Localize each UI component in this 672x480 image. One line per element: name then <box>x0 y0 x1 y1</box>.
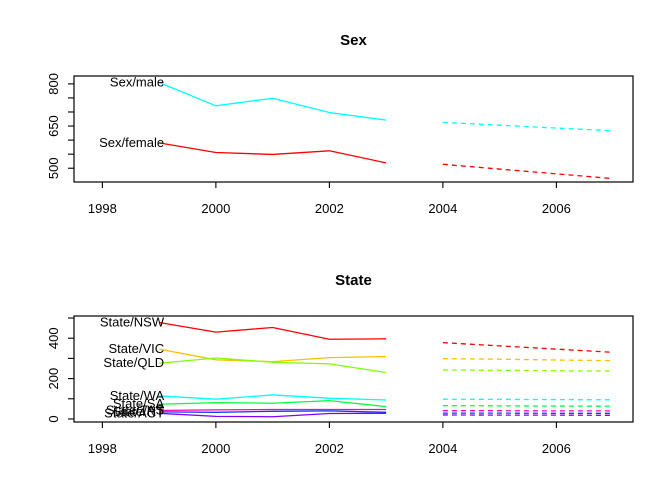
series-label-act: State/ACT <box>104 405 164 420</box>
x-axis-tick-label: 2002 <box>315 201 344 216</box>
series-history-line-female <box>159 142 387 164</box>
y-axis-tick-label: 0 <box>46 415 61 422</box>
series-label-nt: State/NT <box>113 404 164 419</box>
series-label-nsw: State/NSW <box>100 314 165 329</box>
series-history-line-act <box>159 412 387 418</box>
y-axis-tick-label: 800 <box>46 73 61 95</box>
y-axis-tick-label: 400 <box>46 327 61 349</box>
series-label-vic: State/VIC <box>108 341 164 356</box>
sex-panel: Sex 500 650 800 1998 2000 2002 2004 2006 Sex/male… <box>46 32 634 216</box>
plot-box <box>73 75 634 183</box>
chart-title: Sex <box>340 32 367 49</box>
x-axis-tick-label: 1998 <box>88 441 117 456</box>
series-history-line-nt <box>159 410 387 413</box>
x-axis-tick-label: 1998 <box>88 201 117 216</box>
series-forecast-line-male <box>442 121 614 132</box>
series-history-line-wa <box>159 394 387 401</box>
x-axis-tick-label: 2002 <box>315 441 344 456</box>
chart-title: State <box>335 272 372 289</box>
y-axis-tick-label: 200 <box>46 368 61 390</box>
series-history-line-nsw <box>159 321 387 340</box>
x-axis-tick-label: 2006 <box>542 441 571 456</box>
series-label-female: Sex/female <box>99 135 164 150</box>
series-label-qld: State/QLD <box>103 355 164 370</box>
series-forecast-line-vic <box>442 357 614 362</box>
x-axis-tick-label: 2000 <box>201 441 230 456</box>
x-axis-tick-label: 2004 <box>428 441 457 456</box>
state-chart: State 0 200 400 1998 2000 2002 2004 2006 State/NS… <box>46 272 634 456</box>
x-axis-tick-label: 2006 <box>542 201 571 216</box>
y-axis-tick-label: 500 <box>46 157 61 179</box>
series-history-line-qld <box>159 357 387 374</box>
state-panel: State 0 200 400 1998 2000 2002 2004 2006 State/NS… <box>0 240 672 480</box>
series-label-tas: State/TAS <box>106 402 165 417</box>
series-forecast-line-nsw <box>442 342 614 353</box>
series-label-male: Sex/male <box>110 74 164 89</box>
series-label-wa: State/WA <box>110 388 165 403</box>
series-history-line-male <box>158 81 387 121</box>
sex-chart: Sex 500 650 800 1998 2000 2002 2004 2006 Sex/male… <box>46 32 634 216</box>
series-label-sa: State/SA <box>113 396 165 411</box>
plot-box <box>73 315 634 423</box>
y-axis-tick-label: 650 <box>46 115 61 137</box>
series-forecast-line-wa <box>442 398 614 401</box>
series-forecast-line-qld <box>442 369 614 372</box>
x-axis-tick-label: 2000 <box>201 201 230 216</box>
series-history-line-sa <box>159 399 387 408</box>
x-axis-tick-label: 2004 <box>428 201 457 216</box>
series-forecast-line-female <box>442 163 614 180</box>
series-history-line-tas <box>159 408 387 412</box>
series-forecast-line-sa <box>442 404 614 407</box>
